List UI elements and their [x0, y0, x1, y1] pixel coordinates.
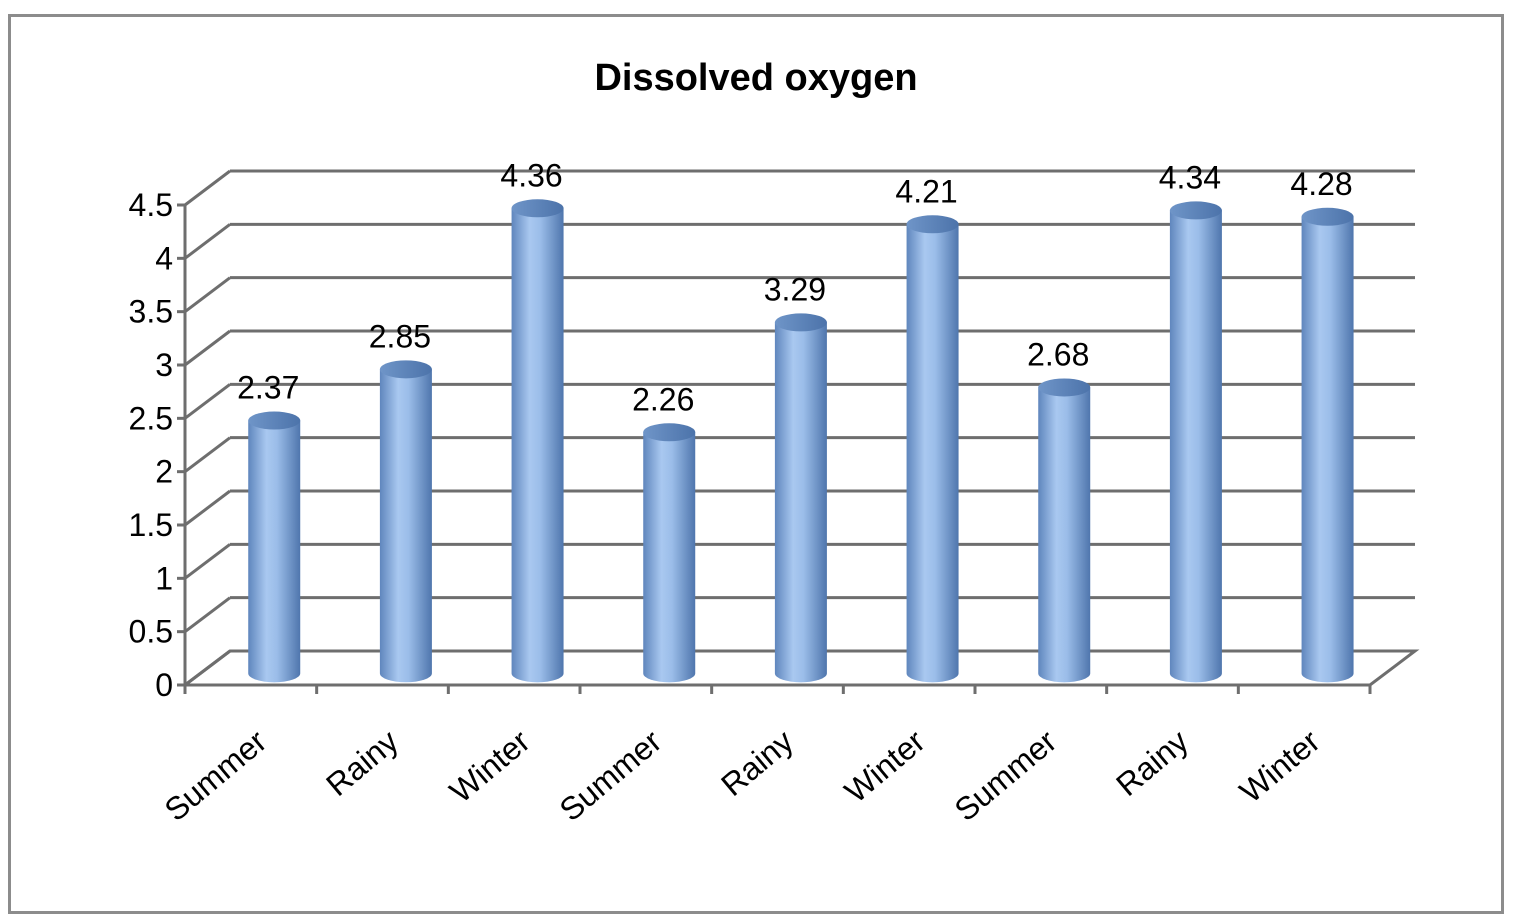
- category-label: Rainy: [1109, 723, 1195, 803]
- y-tick-label: 2.5: [129, 400, 173, 436]
- bar-body: [379, 369, 432, 683]
- bar-body: [511, 208, 564, 683]
- data-label: 2.26: [632, 381, 694, 417]
- bar-top: [1169, 201, 1222, 220]
- bar: [643, 423, 696, 683]
- gridline-side: [184, 223, 231, 260]
- category-label: Summer: [158, 723, 274, 829]
- bar: [379, 360, 432, 683]
- category-label: Winter: [1233, 723, 1327, 810]
- y-tick-labels: 0 0.5 1 1.5 2 2.5 3 3.5 4 4.5: [129, 187, 173, 703]
- y-tick-label: 4: [155, 240, 173, 276]
- axes: [177, 203, 1420, 694]
- category-label: Rainy: [319, 723, 405, 803]
- gridline-side: [184, 436, 231, 473]
- bar-body: [774, 322, 827, 683]
- category-label: Winter: [443, 723, 537, 810]
- data-label: 3.29: [764, 271, 826, 307]
- category-label: Rainy: [714, 723, 800, 803]
- bars: [248, 199, 1354, 683]
- y-tick-label: 0: [155, 667, 173, 703]
- gridline-side: [184, 169, 231, 207]
- bar: [511, 199, 564, 683]
- data-label: 2.68: [1027, 336, 1089, 372]
- gridline-side: [184, 383, 231, 420]
- gridline-side: [184, 329, 231, 367]
- bar-top: [1038, 378, 1091, 397]
- y-tick-label: 1.5: [129, 507, 173, 543]
- bar-body: [1038, 387, 1091, 683]
- bar: [1169, 201, 1222, 683]
- data-label: 2.85: [369, 318, 431, 354]
- bar-body: [248, 420, 301, 683]
- y-tick-label: 4.5: [129, 187, 173, 223]
- y-tick-label: 1: [155, 560, 173, 596]
- data-label: 4.21: [895, 173, 957, 209]
- bar: [248, 411, 301, 683]
- bar-top: [774, 313, 827, 332]
- bar-top: [1301, 207, 1354, 226]
- bar-body: [906, 224, 959, 683]
- gridline-side: [184, 596, 231, 633]
- gridline-side: [184, 489, 231, 527]
- bar-top: [379, 360, 432, 379]
- bar-top: [643, 423, 696, 442]
- bar-top: [248, 411, 301, 430]
- y-tick-label: 3: [155, 347, 173, 383]
- bar: [906, 215, 959, 683]
- bar-top: [906, 215, 959, 234]
- gridline-side: [184, 543, 231, 580]
- category-label: Summer: [948, 723, 1064, 829]
- chart-title: Dissolved oxygen: [594, 57, 917, 99]
- bar: [774, 313, 827, 683]
- category-labels: Summer Rainy Winter Summer Rainy Winter Summer…: [158, 723, 1327, 829]
- data-labels: 2.37 2.85 4.36 2.26 3.29 4.21 2.68 4.34 4.28: [237, 157, 1353, 417]
- data-label: 2.37: [237, 370, 299, 406]
- bar-top: [511, 199, 564, 218]
- y-tick-label: 3.5: [129, 294, 173, 330]
- y-tick-label: 0.5: [129, 614, 173, 650]
- bar-body: [1169, 210, 1222, 683]
- category-label: Winter: [838, 723, 932, 810]
- data-label: 4.36: [500, 157, 562, 193]
- bar: [1301, 207, 1354, 683]
- bar-body: [1301, 216, 1354, 683]
- data-label: 4.28: [1290, 166, 1352, 202]
- gridline-side: [184, 276, 231, 313]
- bar: [1038, 378, 1091, 683]
- category-label: Summer: [553, 723, 669, 829]
- data-label: 4.34: [1159, 159, 1221, 195]
- y-tick-label: 2: [155, 454, 173, 490]
- bar-body: [643, 432, 696, 683]
